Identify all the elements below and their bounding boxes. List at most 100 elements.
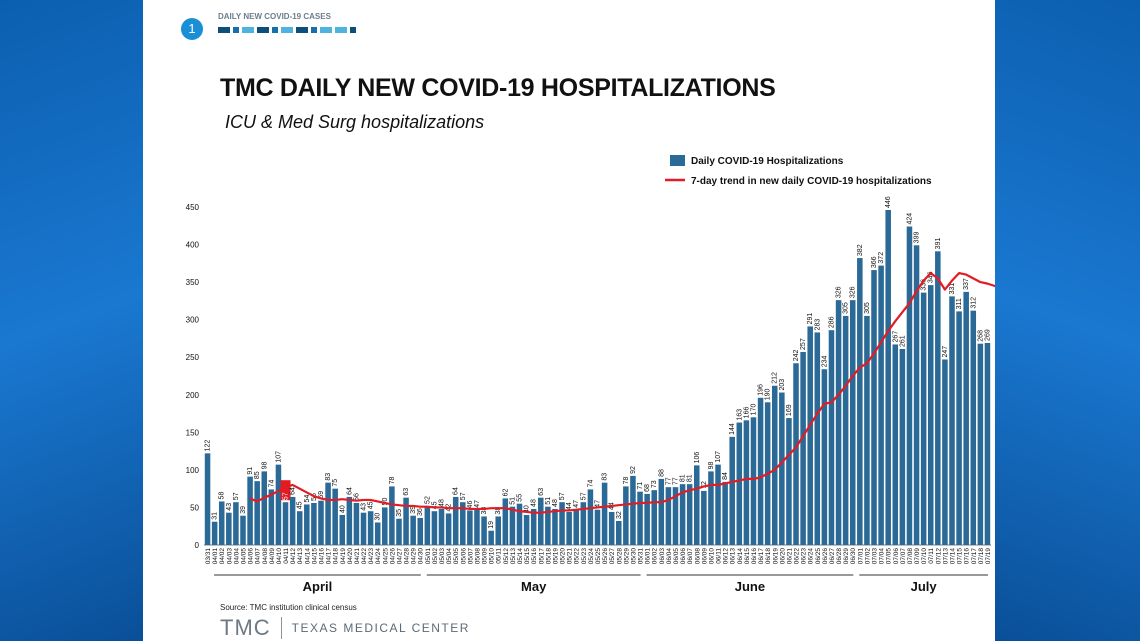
value-label: 64 [290, 487, 297, 495]
logo-text: TEXAS MEDICAL CENTER [291, 621, 470, 635]
value-label: 107 [275, 451, 282, 463]
x-tick-label: 06/28 [836, 548, 843, 565]
value-label: 57 [460, 492, 467, 500]
bar [814, 332, 821, 545]
x-tick-label: 07/14 [950, 548, 957, 565]
bar [892, 344, 899, 545]
value-label: 47 [595, 500, 602, 508]
step-bar [311, 27, 317, 33]
value-label: 48 [439, 499, 446, 507]
bar [601, 482, 608, 545]
bar [410, 515, 416, 545]
value-label: 63 [403, 488, 410, 496]
y-tick-label: 150 [186, 428, 200, 437]
bar [899, 348, 906, 545]
x-tick-label: 04/23 [368, 548, 375, 565]
legend-bar-swatch [670, 155, 685, 166]
month-label: June [735, 579, 765, 594]
value-label: 39 [410, 506, 417, 514]
x-tick-label: 05/01 [425, 548, 432, 565]
legend-trend-label: 7-day trend in new daily COVID-19 hospit… [691, 176, 932, 187]
x-tick-label: 07/09 [914, 548, 921, 565]
value-label: 107 [715, 451, 722, 463]
x-tick-label: 05/21 [567, 548, 574, 565]
source-note: Source: TMC institution clinical census [220, 603, 357, 612]
value-label: 35 [396, 509, 403, 517]
value-label: 257 [800, 338, 807, 350]
value-label: 346 [928, 271, 935, 283]
bar [559, 502, 565, 545]
value-label: 57 [233, 492, 240, 500]
background-right [994, 0, 1140, 641]
x-tick-label: 06/09 [701, 548, 708, 565]
bar [821, 369, 828, 545]
bar [332, 488, 338, 545]
x-tick-label: 04/22 [361, 548, 368, 565]
x-tick-label: 05/27 [609, 548, 616, 565]
x-tick-label: 07/15 [957, 548, 964, 565]
x-tick-label: 03/31 [205, 548, 212, 565]
x-tick-label: 06/17 [758, 548, 765, 565]
x-tick-label: 05/18 [545, 548, 552, 565]
bar [233, 502, 239, 545]
x-tick-label: 07/08 [907, 548, 914, 565]
x-tick-label: 04/14 [304, 548, 311, 565]
value-label: 291 [807, 313, 814, 325]
bar [715, 464, 721, 545]
step-label: DAILY NEW COVID-19 CASES [218, 12, 331, 21]
value-label: 326 [836, 286, 843, 298]
bar [679, 484, 686, 545]
bar [545, 506, 551, 545]
bar [374, 522, 381, 545]
x-tick-label: 05/23 [581, 548, 588, 565]
value-label: 446 [885, 196, 892, 208]
value-label: 59 [318, 491, 325, 499]
bar [949, 296, 955, 545]
bar [438, 508, 445, 545]
bar [516, 503, 523, 545]
bar [920, 292, 927, 545]
x-tick-label: 05/30 [630, 548, 637, 565]
bar [807, 326, 813, 545]
step-number-badge: 1 [181, 18, 203, 40]
y-tick-label: 200 [186, 391, 200, 400]
value-label: 30 [375, 513, 382, 521]
bar [623, 486, 629, 545]
bar [637, 491, 643, 545]
bar [396, 518, 402, 545]
bar [608, 511, 615, 545]
x-tick-label: 04/15 [311, 548, 318, 565]
x-tick-label: 05/05 [453, 548, 460, 565]
x-tick-label: 06/12 [723, 548, 730, 565]
x-tick-label: 04/27 [396, 548, 403, 565]
value-label: 336 [921, 279, 928, 291]
value-label: 43 [226, 503, 233, 511]
y-tick-label: 100 [186, 466, 200, 475]
bar [658, 478, 665, 545]
bar [686, 484, 693, 545]
bar [275, 464, 282, 545]
x-tick-label: 07/10 [921, 548, 928, 565]
bar [431, 511, 438, 545]
value-label: 85 [254, 471, 261, 479]
value-label: 40 [339, 505, 346, 513]
x-tick-label: 06/01 [645, 548, 652, 565]
value-label: 77 [665, 477, 672, 485]
value-label: 286 [828, 316, 835, 328]
value-label: 78 [389, 477, 396, 485]
step-progress-bars [218, 27, 356, 33]
value-label: 269 [984, 329, 991, 341]
bar [771, 385, 778, 545]
value-label: 83 [602, 473, 609, 481]
x-tick-label: 04/02 [219, 548, 226, 565]
x-tick-label: 04/20 [347, 548, 354, 565]
value-label: 92 [630, 466, 637, 474]
x-tick-label: 05/06 [460, 548, 467, 565]
value-label: 64 [453, 487, 460, 495]
value-label: 62 [502, 489, 509, 497]
x-tick-label: 07/03 [872, 548, 879, 565]
x-tick-label: 04/03 [226, 548, 233, 565]
value-label: 326 [850, 286, 857, 298]
value-label: 47 [573, 500, 580, 508]
bar [722, 481, 728, 545]
